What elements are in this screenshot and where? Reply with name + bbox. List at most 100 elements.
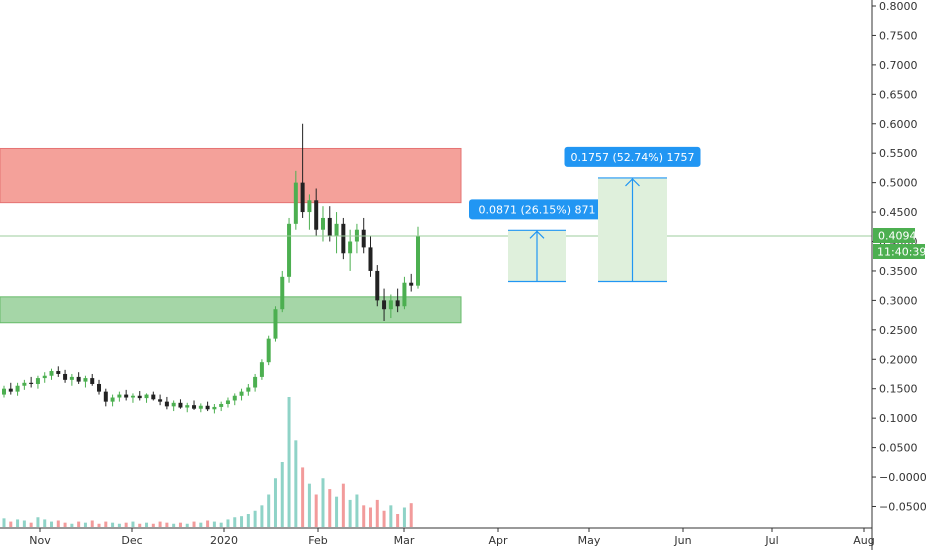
volume-bar (314, 494, 318, 527)
candle-body (29, 382, 34, 384)
volume-bar (355, 494, 359, 527)
volume-bar (83, 522, 87, 527)
candle-body (117, 394, 122, 398)
x-tick-label: Nov (29, 534, 51, 547)
x-axis[interactable]: Nov Dec 2020 Feb Mar Apr May Jun Jul Aug (29, 528, 875, 547)
candle-body (42, 375, 47, 379)
candle-body (273, 309, 278, 339)
volume-bar (212, 521, 216, 527)
candle-body (35, 378, 40, 384)
candle-body (320, 217, 325, 230)
candle-body (158, 399, 163, 402)
volume-bar (77, 521, 81, 527)
volume-bar (50, 521, 54, 527)
y-tick-label: 0.5000 (879, 177, 918, 190)
candle-body (368, 247, 373, 271)
candle-body (56, 371, 61, 374)
volume-bar (409, 503, 413, 527)
volume-bar (43, 519, 47, 527)
candle-body (103, 391, 108, 402)
y-tick-label: 0.0500 (879, 442, 918, 455)
candle-body (307, 200, 312, 213)
candle-body (280, 276, 285, 310)
countdown-tag: 11:40:39 (873, 244, 926, 259)
y-tick-label: 0.1500 (879, 383, 918, 396)
volume-bar (138, 523, 142, 527)
volume-bar (280, 462, 284, 527)
candle-body (239, 391, 244, 396)
volume-bar (206, 520, 210, 527)
candle-body (22, 382, 27, 386)
volume-bar (165, 522, 169, 527)
candle-body (205, 405, 210, 410)
volume-bar (70, 523, 74, 527)
volume-bar (9, 521, 13, 527)
projections-layer: 0.0871 (26.15%) 871 0.1757 (52.74%) 1757 (469, 146, 701, 283)
candle-body (266, 338, 271, 363)
volume-bar (402, 507, 406, 527)
projection-label-box (564, 146, 701, 167)
volume-bar (348, 499, 352, 527)
volume-bar (389, 505, 393, 527)
volume-bar (185, 523, 189, 527)
candle-body (124, 394, 129, 398)
y-tick-label: −0.0000 (879, 471, 927, 484)
volume-bar (36, 517, 40, 527)
candle-body (341, 223, 346, 254)
candle-body (151, 394, 156, 400)
candle-body (259, 362, 264, 377)
candle-body (416, 236, 420, 286)
candle-body (232, 395, 237, 401)
projection-arrow-head (625, 178, 640, 187)
candle-body (300, 182, 305, 213)
volume-bar (253, 510, 257, 527)
resistance-zone (0, 147, 462, 204)
volume-bar (382, 510, 386, 527)
volume-bar (294, 440, 298, 527)
candle-body (246, 387, 251, 392)
volume-bar (131, 521, 135, 527)
volume-bar (22, 520, 26, 527)
candle-body (361, 229, 366, 248)
candles-layer (2, 123, 420, 414)
candle-body (409, 282, 414, 286)
x-tick-label: Feb (308, 534, 327, 547)
x-tick-label: Dec (121, 534, 142, 547)
volume-bar (301, 467, 305, 527)
candle-body (348, 241, 353, 254)
candle-body (8, 388, 13, 392)
volume-bar (307, 483, 311, 527)
volume-bar (362, 505, 366, 527)
candle-body (293, 182, 298, 224)
volume-bar (111, 522, 115, 527)
volume-bar (117, 523, 121, 527)
volume-bar (273, 478, 277, 527)
y-tick-label: 0.7500 (879, 29, 918, 42)
projection-label-box (469, 199, 605, 220)
candle-body (402, 282, 407, 307)
last-price-label: 0.4094 (878, 230, 917, 243)
volume-bar (16, 519, 20, 527)
candle-body (15, 385, 20, 392)
candle-body (388, 300, 393, 310)
y-tick-label: 0.2000 (879, 353, 918, 366)
volume-bar (172, 523, 176, 527)
x-tick-label: Mar (394, 534, 415, 547)
candle-body (144, 394, 149, 399)
candle-body (97, 383, 102, 392)
x-tick-label: Aug (853, 534, 874, 547)
candle-body (178, 402, 183, 408)
y-tick-label: 0.8000 (879, 0, 918, 13)
y-tick-label: 0.6000 (879, 118, 918, 131)
volume-bar (335, 496, 339, 527)
candle-body (225, 400, 230, 404)
y-tick-label: 0.6500 (879, 88, 918, 101)
y-tick-label: 0.5500 (879, 147, 918, 160)
volume-bar (246, 514, 250, 527)
candle-body (164, 401, 169, 407)
y-tick-label: −0.0500 (879, 500, 927, 513)
x-tick-label: Apr (488, 534, 508, 547)
volume-bar (287, 397, 291, 527)
volume-bar (219, 522, 223, 527)
